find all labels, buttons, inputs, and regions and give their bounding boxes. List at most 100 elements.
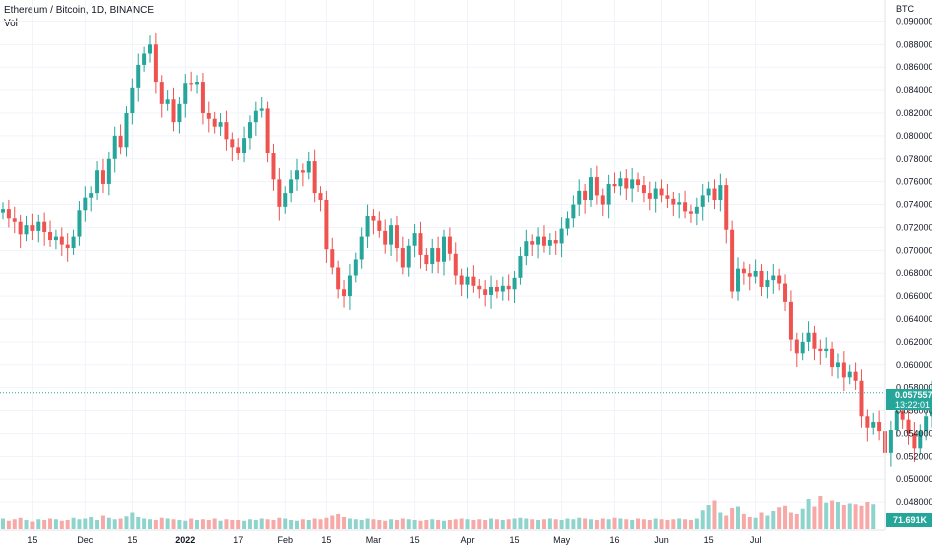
volume-bar [48, 518, 53, 529]
volume-bar [506, 519, 511, 529]
candle-body [253, 110, 258, 123]
candle-body [500, 285, 505, 292]
candle-body [847, 371, 852, 378]
volume-bar [641, 519, 646, 529]
candle-body [506, 285, 511, 290]
volume-bar [624, 519, 629, 529]
candle-body [400, 248, 405, 268]
last-price-value: 0.057557 [895, 390, 932, 400]
volume-bar [577, 517, 582, 529]
volume-bar [371, 519, 376, 529]
price-tick-label: 0.086000 [896, 62, 932, 72]
volume-bar [459, 518, 464, 529]
volume-bar [830, 500, 835, 529]
volume-bar [153, 520, 158, 529]
volume-bar [530, 519, 535, 529]
candle-body [136, 64, 141, 88]
volume-bar [659, 519, 664, 529]
candle-body [606, 183, 611, 205]
volume-bar [95, 520, 100, 529]
volume-bar [412, 520, 417, 529]
candle-body [24, 225, 29, 235]
volume-bar [148, 519, 152, 529]
candle-body [12, 218, 17, 222]
candle-body [736, 268, 740, 292]
volume-bar [18, 517, 23, 529]
volume-bar [406, 519, 411, 529]
candle-body [336, 267, 341, 290]
candle-body [206, 113, 211, 119]
candle-body [224, 122, 229, 140]
volume-bar [818, 496, 823, 529]
time-tick-label: Apr [461, 535, 475, 545]
price-tick-label: 0.078000 [896, 154, 932, 164]
candle-body [394, 225, 399, 249]
candle-body [353, 259, 358, 276]
volume-bar [706, 505, 711, 529]
time-tick-label: 17 [233, 535, 243, 545]
volume-bar [24, 520, 29, 529]
candle-body [853, 371, 858, 381]
volume-bar [418, 520, 423, 529]
volume-bar [89, 517, 94, 529]
volume-bar [700, 510, 705, 529]
volume-bar [477, 519, 482, 529]
candle-body [565, 218, 570, 229]
symbol-title: Ethereum / Bitcoin, 1D, BINANCE [4, 5, 155, 16]
candle-body [442, 236, 446, 262]
volume-bar [794, 514, 799, 529]
candle-body [347, 275, 352, 297]
candle-body [159, 82, 164, 104]
candle-body [794, 339, 799, 354]
price-axis[interactable]: 0.090000 0.088000 0.086000 0.084000 0.082000… [896, 16, 932, 507]
volume-bar [12, 519, 17, 529]
price-tick-label: 0.062000 [896, 337, 932, 347]
candle-body [53, 236, 58, 241]
candle-body [777, 275, 782, 284]
volume-bar [747, 517, 752, 529]
price-tick-label: 0.090000 [896, 16, 932, 26]
price-tick-label: 0.080000 [896, 131, 932, 141]
price-tick-label: 0.068000 [896, 268, 932, 278]
volume-bar [489, 518, 494, 529]
volume-bar [783, 505, 788, 529]
volume-bar [394, 520, 399, 529]
candle-body [465, 276, 470, 285]
candle-body [59, 236, 64, 245]
volume-bar [741, 514, 746, 529]
volume-bar [247, 519, 252, 529]
price-tick-label: 0.064000 [896, 314, 932, 324]
candle-body [894, 410, 899, 431]
volume-bar [377, 520, 382, 529]
candle-body [636, 179, 641, 186]
candle-body [165, 99, 170, 104]
candle-body [665, 195, 670, 199]
volume-bar [565, 518, 570, 529]
candle-body [624, 178, 629, 189]
volume-bar [518, 517, 523, 529]
volume-bar [342, 517, 347, 529]
price-tick-label: 0.088000 [896, 39, 932, 49]
candle-body [418, 233, 423, 255]
volume-bar [189, 518, 194, 529]
volume-bar [788, 512, 793, 529]
volume-bar [500, 520, 505, 529]
candle-body [494, 286, 499, 292]
price-tick-label: 0.084000 [896, 85, 932, 95]
volume-bar [112, 519, 117, 529]
price-tick-label: 0.082000 [896, 108, 932, 118]
volume-bar [636, 518, 641, 529]
candle-body [730, 229, 735, 292]
candle-body [906, 419, 911, 434]
time-tick-label: 15 [321, 535, 331, 545]
volume-last-value: 71.691K [893, 515, 928, 525]
currency-label: BTC [896, 4, 915, 14]
candle-body [247, 122, 252, 139]
candle-body [724, 185, 729, 230]
time-axis[interactable]: 15 Dec 15 2022 17 Feb 15 Mar 15 Apr 15 May 16 Jun 15 Ju… [27, 535, 761, 545]
price-tick-label: 0.048000 [896, 497, 932, 507]
volume-bar [253, 520, 258, 529]
volume-bar [871, 504, 876, 529]
volume-bar [177, 520, 182, 529]
